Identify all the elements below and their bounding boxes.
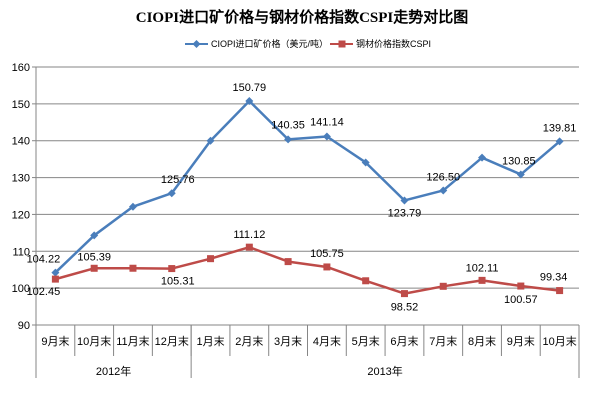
data-point xyxy=(207,255,215,263)
chart-title: CIOPI进口矿价格与钢材价格指数CSPI走势对比图 xyxy=(136,8,469,26)
data-point xyxy=(128,202,137,211)
x-tick-label: 3月末 xyxy=(274,334,302,348)
data-point xyxy=(322,132,331,141)
x-tick-label: 9月末 xyxy=(507,334,535,348)
y-tick-label: 140 xyxy=(12,136,30,148)
data-point xyxy=(478,276,486,284)
data-point xyxy=(555,137,564,146)
data-point xyxy=(361,158,370,167)
data-label: 105.39 xyxy=(77,251,111,263)
year-label: 2012年 xyxy=(96,364,131,378)
data-label: 100.57 xyxy=(504,294,538,306)
x-tick-label: 1月末 xyxy=(196,334,224,348)
x-tick-label: 10月末 xyxy=(77,334,111,348)
data-point xyxy=(51,275,59,283)
x-tick-label: 6月末 xyxy=(390,334,418,348)
legend-cspi-marker xyxy=(338,40,346,48)
x-tick-label: 4月末 xyxy=(313,334,341,348)
y-axis-ticks: 90 100 110 120 130 140 150 160 xyxy=(12,62,30,332)
data-label: 126.50 xyxy=(426,171,460,183)
data-label: 111.12 xyxy=(233,229,265,241)
y-tick-label: 160 xyxy=(12,62,30,74)
data-point xyxy=(323,263,331,271)
data-labels: 104.22 125.76 150.79 140.35 141.14 123.79 126.… xyxy=(27,82,577,314)
data-point xyxy=(478,153,487,162)
data-point xyxy=(439,186,448,195)
data-label: 125.76 xyxy=(161,174,195,186)
x-tick-label: 12月末 xyxy=(155,334,189,348)
data-point xyxy=(400,196,409,205)
data-label: 99.34 xyxy=(540,272,568,284)
legend-cspi-label: 钢材价格指数CSPI xyxy=(356,38,431,49)
y-tick-label: 110 xyxy=(12,246,30,258)
data-point xyxy=(90,264,98,272)
data-label: 98.52 xyxy=(391,302,419,314)
year-label: 2013年 xyxy=(367,364,402,378)
x-tick-label: 2月末 xyxy=(235,334,263,348)
data-point xyxy=(245,243,253,251)
x-tick-label: 7月末 xyxy=(429,334,457,348)
x-tick-label: 9月末 xyxy=(41,334,69,348)
series-layer xyxy=(51,96,564,298)
data-label: 139.81 xyxy=(543,122,577,134)
data-label: 102.11 xyxy=(466,262,499,274)
data-point xyxy=(556,287,564,295)
y-tick-label: 130 xyxy=(12,173,30,185)
legend-ciopi-label: CIOPI进口矿价格（美元/吨） xyxy=(211,38,328,49)
x-tick-label: 8月末 xyxy=(468,334,496,348)
data-point xyxy=(400,290,408,298)
data-label: 141.14 xyxy=(310,117,344,129)
data-label: 150.79 xyxy=(232,82,266,94)
data-point xyxy=(245,96,254,105)
series-line-ciopi xyxy=(54,99,561,274)
data-point xyxy=(284,135,293,144)
x-tick-label: 11月末 xyxy=(116,334,149,348)
data-label: 104.22 xyxy=(27,254,61,266)
data-label: 140.35 xyxy=(271,119,305,131)
data-point xyxy=(206,136,215,145)
data-label: 105.31 xyxy=(161,276,195,288)
data-point xyxy=(90,231,99,240)
data-point xyxy=(284,258,292,266)
data-point xyxy=(517,282,525,290)
data-point xyxy=(439,282,447,290)
axes xyxy=(32,66,580,378)
data-label: 102.45 xyxy=(27,286,61,298)
y-tick-label: 150 xyxy=(12,99,30,111)
data-point xyxy=(129,264,137,272)
data-label: 105.75 xyxy=(310,248,344,260)
x-tick-label: 5月末 xyxy=(352,334,380,348)
y-tick-label: 100 xyxy=(12,283,30,295)
x-axis-ticks: 9月末 10月末 11月末 12月末 1月末 2月末 3月末 4月末 5月末 6月末 7月末 8月末 9… xyxy=(41,334,576,378)
legend-ciopi-marker xyxy=(192,40,201,48)
y-tick-label: 90 xyxy=(18,320,30,332)
data-point xyxy=(516,170,525,179)
grid xyxy=(36,66,579,326)
data-point xyxy=(362,277,370,285)
x-tick-label: 10月末 xyxy=(542,334,576,348)
data-label: 123.79 xyxy=(388,207,422,219)
data-label: 130.85 xyxy=(502,155,536,167)
y-tick-label: 120 xyxy=(12,209,30,221)
data-point xyxy=(51,268,60,277)
data-point xyxy=(168,265,176,273)
series-line-cspi xyxy=(55,245,560,295)
data-point xyxy=(167,189,176,198)
legend: CIOPI进口矿价格（美元/吨） 钢材价格指数CSPI xyxy=(185,38,431,49)
